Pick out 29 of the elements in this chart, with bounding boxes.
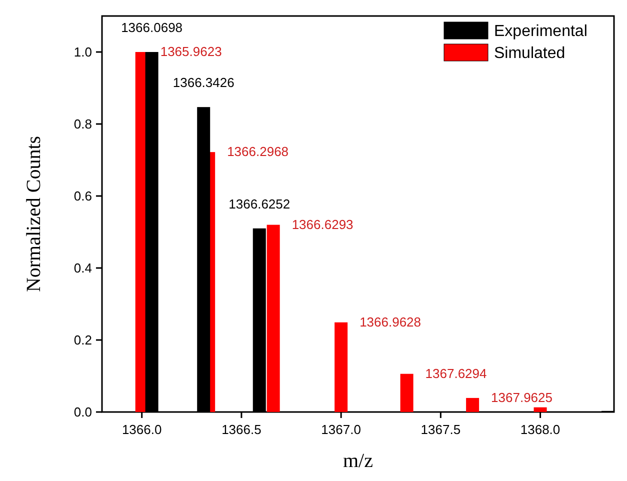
x-tick-label: 1367.5 <box>420 422 461 437</box>
annotation: 1367.6294 <box>425 366 487 381</box>
legend-label: Simulated <box>494 45 566 62</box>
y-tick-label: 0.8 <box>74 116 92 132</box>
y-tick-label: 0.2 <box>74 332 92 348</box>
y-tick-label: 0.4 <box>74 260 92 276</box>
annotation: 1366.2968 <box>227 144 289 160</box>
x-tick-label: 1368.0 <box>520 422 560 437</box>
x-tick-label: 1366.0 <box>122 422 162 437</box>
x-tick-label: 1367.0 <box>321 422 361 437</box>
annotation: 1367.9625 <box>491 390 553 405</box>
y-axis-title: Normalized Counts <box>23 136 45 292</box>
bar <box>466 398 480 412</box>
annotation: 1365.9623 <box>160 44 222 59</box>
annotation: 1366.6252 <box>228 196 290 212</box>
bar <box>266 224 280 412</box>
legend-label: Experimental <box>494 23 588 40</box>
x-axis-title: m/z <box>343 450 374 472</box>
y-tick-label: 0.6 <box>74 188 92 204</box>
annotation: 1366.9628 <box>360 314 422 330</box>
bar <box>400 374 414 412</box>
y-tick-label: 0.0 <box>74 404 92 420</box>
annotation: 1366.6293 <box>292 216 354 232</box>
x-tick-label: 1366.5 <box>222 422 262 437</box>
y-tick-label: 1.0 <box>74 44 92 60</box>
annotation: 1366.3426 <box>172 75 234 90</box>
bar <box>534 407 547 412</box>
annotation: 1366.0698 <box>121 20 183 35</box>
bar <box>334 322 348 412</box>
